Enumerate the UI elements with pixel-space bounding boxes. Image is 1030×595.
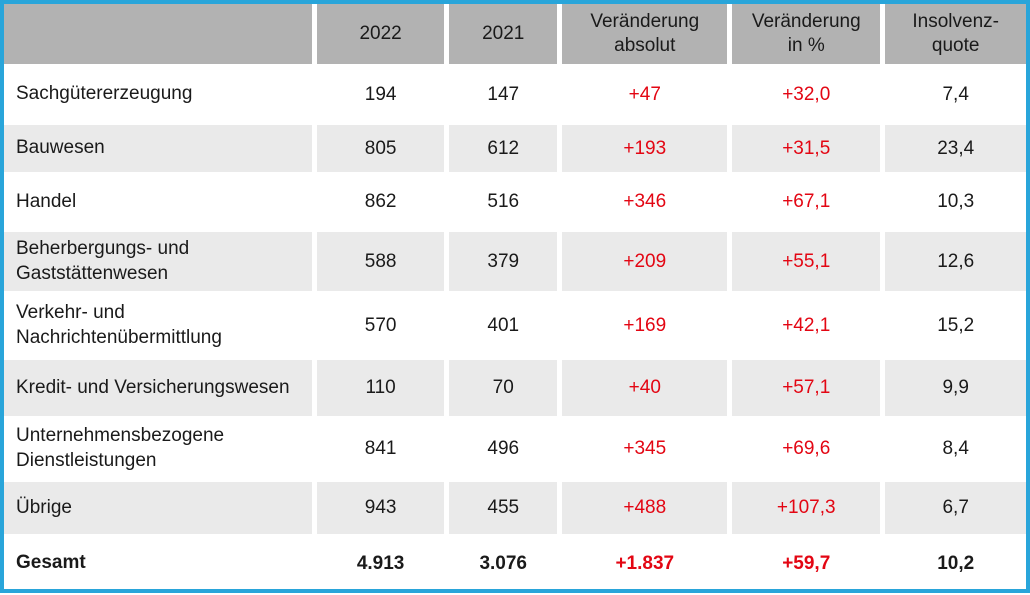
cell-2021-value: 147 [446, 66, 563, 125]
cell-change-absolute: +193 [559, 123, 733, 176]
table-row: Handel 862 516 +346 +67,1 10,3 [4, 174, 1026, 232]
cell-2022-value: 194 [314, 66, 450, 125]
cell-2022-value: 943 [314, 480, 450, 538]
cell-change-percent: +107,3 [729, 480, 886, 538]
cell-total-2022: 4.913 [314, 536, 450, 589]
header-cell-sector [4, 4, 318, 68]
insolvency-table: 2022 2021 Veränderung absolut Veränderun… [4, 4, 1026, 589]
header-cell-2021: 2021 [446, 4, 563, 68]
header-cell-change-percent: Veränderung in % [729, 4, 886, 68]
cell-total-2021: 3.076 [446, 536, 563, 589]
cell-sector-label: Verkehr- und Nachrichtenübermittlung [4, 293, 318, 360]
cell-2021-value: 455 [446, 480, 563, 538]
cell-change-percent: +42,1 [729, 293, 886, 360]
cell-change-absolute: +209 [559, 230, 733, 295]
cell-2021-value: 70 [446, 358, 563, 420]
cell-total-insolvency-quote: 10,2 [882, 536, 1026, 589]
cell-sector-label: Handel [4, 174, 318, 232]
cell-sector-label: Beherbergungs- und Gaststättenwesen [4, 230, 318, 295]
cell-insolvency-quote: 23,4 [882, 123, 1026, 176]
cell-insolvency-quote: 6,7 [882, 480, 1026, 538]
cell-sector-label: Bauwesen [4, 123, 318, 176]
cell-total-change-percent: +59,7 [729, 536, 886, 589]
table-total-row: Gesamt 4.913 3.076 +1.837 +59,7 10,2 [4, 536, 1026, 589]
cell-change-absolute: +345 [559, 418, 733, 482]
cell-sector-label: Sachgütererzeugung [4, 66, 318, 125]
cell-total-change-absolute: +1.837 [559, 536, 733, 589]
cell-total-label: Gesamt [4, 536, 318, 589]
cell-2022-value: 805 [314, 123, 450, 176]
table-row: Verkehr- und Nachrichtenübermittlung 570… [4, 293, 1026, 360]
table-row: Kredit- und Versicherungswesen 110 70 +4… [4, 358, 1026, 420]
cell-2022-value: 570 [314, 293, 450, 360]
cell-insolvency-quote: 8,4 [882, 418, 1026, 482]
table-row: Bauwesen 805 612 +193 +31,5 23,4 [4, 123, 1026, 176]
cell-sector-label: Unternehmensbezogene Dienstleistungen [4, 418, 318, 482]
header-cell-insolvency-quote: Insolvenz- quote [882, 4, 1026, 68]
cell-change-absolute: +40 [559, 358, 733, 420]
cell-2022-value: 841 [314, 418, 450, 482]
table-row: Beherbergungs- und Gaststättenwesen 588 … [4, 230, 1026, 295]
cell-sector-label: Übrige [4, 480, 318, 538]
cell-change-absolute: +346 [559, 174, 733, 232]
cell-change-absolute: +169 [559, 293, 733, 360]
table-row: Übrige 943 455 +488 +107,3 6,7 [4, 480, 1026, 538]
cell-change-percent: +32,0 [729, 66, 886, 125]
cell-2021-value: 379 [446, 230, 563, 295]
table-header-row: 2022 2021 Veränderung absolut Veränderun… [4, 4, 1026, 68]
cell-change-percent: +31,5 [729, 123, 886, 176]
cell-change-percent: +57,1 [729, 358, 886, 420]
cell-change-absolute: +47 [559, 66, 733, 125]
cell-2021-value: 516 [446, 174, 563, 232]
cell-insolvency-quote: 15,2 [882, 293, 1026, 360]
cell-2022-value: 862 [314, 174, 450, 232]
cell-change-percent: +55,1 [729, 230, 886, 295]
cell-2021-value: 401 [446, 293, 563, 360]
cell-2021-value: 612 [446, 123, 563, 176]
cell-insolvency-quote: 7,4 [882, 66, 1026, 125]
cell-sector-label: Kredit- und Versicherungswesen [4, 358, 318, 420]
header-cell-change-absolute: Veränderung absolut [559, 4, 733, 68]
cell-2021-value: 496 [446, 418, 563, 482]
cell-insolvency-quote: 12,6 [882, 230, 1026, 295]
table-row: Sachgütererzeugung 194 147 +47 +32,0 7,4 [4, 66, 1026, 125]
cell-2022-value: 588 [314, 230, 450, 295]
header-cell-2022: 2022 [314, 4, 450, 68]
cell-change-absolute: +488 [559, 480, 733, 538]
cell-change-percent: +67,1 [729, 174, 886, 232]
cell-2022-value: 110 [314, 358, 450, 420]
cell-insolvency-quote: 10,3 [882, 174, 1026, 232]
cell-insolvency-quote: 9,9 [882, 358, 1026, 420]
table-row: Unternehmensbezogene Dienstleistungen 84… [4, 418, 1026, 482]
cell-change-percent: +69,6 [729, 418, 886, 482]
